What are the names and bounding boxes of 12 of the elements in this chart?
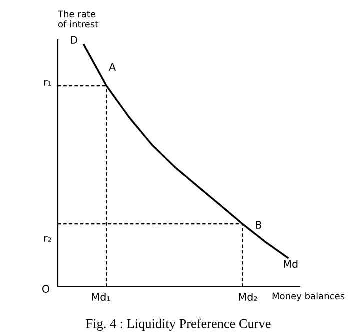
text: r₁ bbox=[44, 80, 52, 86]
annotation: A bbox=[109, 63, 116, 71]
text: r₂ bbox=[44, 236, 52, 242]
x-axis-title: Money balances bbox=[272, 292, 345, 302]
text: Fig. 4 : Liquidity Preference Curve bbox=[86, 318, 271, 332]
text: Md₁ bbox=[92, 292, 110, 302]
annotation: B bbox=[256, 221, 262, 229]
text: O bbox=[42, 285, 50, 294]
annotation: Md bbox=[284, 260, 298, 268]
y-axis-title: The rate of intrest bbox=[58, 10, 98, 28]
text: Md₂ bbox=[239, 292, 258, 302]
text: D bbox=[71, 36, 78, 44]
